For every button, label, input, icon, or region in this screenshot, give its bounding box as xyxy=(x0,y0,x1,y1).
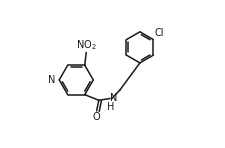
Text: O: O xyxy=(93,112,100,122)
Text: Cl: Cl xyxy=(155,28,164,38)
Text: NO$_2$: NO$_2$ xyxy=(76,38,97,52)
Text: H: H xyxy=(107,102,115,112)
Text: N: N xyxy=(110,93,118,103)
Text: N: N xyxy=(48,75,56,85)
